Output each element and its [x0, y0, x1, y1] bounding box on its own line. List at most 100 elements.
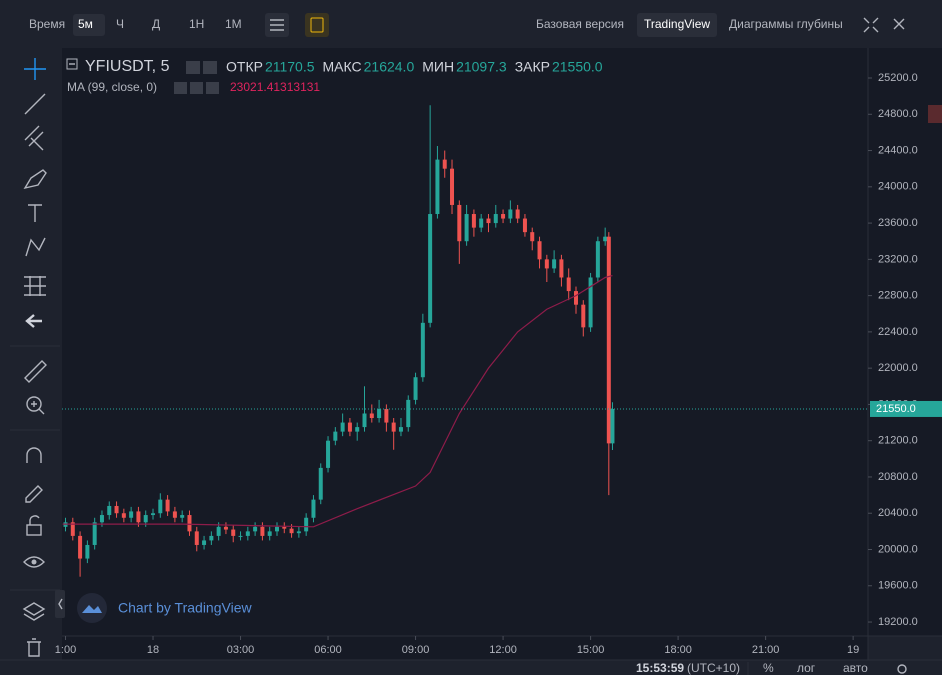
- y-tick-label: 25200.0: [878, 72, 918, 84]
- collapse-legend[interactable]: [66, 58, 78, 70]
- legend-icon[interactable]: [186, 61, 200, 74]
- y-tick-label: 24000.0: [878, 181, 918, 193]
- candle-body: [202, 540, 207, 545]
- candle-body: [114, 505, 119, 514]
- candle-body: [165, 499, 170, 512]
- price-axis: [868, 48, 942, 636]
- candle-body: [129, 511, 134, 518]
- candle-body: [588, 277, 593, 328]
- x-tick-label: 1:00: [55, 644, 76, 656]
- candle-body: [253, 526, 258, 532]
- ruler-tool[interactable]: [24, 360, 47, 383]
- candle-body: [267, 531, 272, 536]
- y-tick-label: 23200.0: [878, 253, 918, 265]
- legend-icon[interactable]: [203, 61, 217, 74]
- visibility-tool[interactable]: [23, 556, 45, 568]
- candle-body: [282, 526, 287, 529]
- legend-icon[interactable]: [174, 82, 187, 94]
- candle-body: [530, 232, 535, 242]
- x-tick-label: 09:00: [402, 644, 430, 656]
- candle-body: [391, 422, 396, 432]
- magnet-tool[interactable]: [26, 447, 42, 463]
- brush-tool[interactable]: [23, 169, 47, 190]
- auto-toggle[interactable]: авто: [843, 661, 868, 675]
- timezone[interactable]: (UTC+10): [687, 661, 740, 675]
- interval-button[interactable]: 1Н: [189, 17, 204, 31]
- ohlc-value: 21624.0: [364, 59, 415, 75]
- settings-icon: [270, 19, 284, 31]
- prediction-tool[interactable]: [24, 276, 46, 296]
- interval-button[interactable]: Д: [152, 17, 160, 31]
- watermark[interactable]: Chart by TradingView: [118, 600, 252, 616]
- pattern-tool[interactable]: [25, 237, 46, 257]
- candle-body: [450, 168, 455, 205]
- candle-body: [92, 522, 97, 545]
- view-tab[interactable]: TradingView: [644, 17, 710, 31]
- candle-body: [289, 528, 294, 534]
- candle-body: [369, 413, 374, 419]
- x-tick-label: 03:00: [227, 644, 255, 656]
- candle-body: [70, 522, 75, 536]
- text-tool[interactable]: [28, 204, 42, 222]
- settings-gear[interactable]: [897, 664, 907, 674]
- candle-body: [464, 214, 469, 242]
- interval-button[interactable]: 1М: [225, 17, 242, 31]
- view-tab[interactable]: Базовая версия: [536, 17, 624, 31]
- log-toggle[interactable]: лог: [797, 661, 816, 675]
- x-tick-label: 06:00: [314, 644, 342, 656]
- plot: 19200.0 19600.0 20000.0 20400.0 20800.0 21200…: [55, 72, 942, 656]
- interval-button[interactable]: Ч: [116, 17, 124, 31]
- candle-body: [231, 529, 236, 536]
- fullscreen-button[interactable]: [863, 17, 879, 33]
- y-tick-label: 20400.0: [878, 507, 918, 519]
- drawing-toolbar: [10, 58, 65, 657]
- candle-body: [326, 440, 331, 468]
- candle-body: [508, 209, 513, 219]
- crosshair-tool[interactable]: [24, 58, 46, 80]
- indicators-icon: [310, 17, 324, 33]
- view-tab[interactable]: Диаграммы глубины: [729, 17, 843, 31]
- candle-body: [406, 399, 411, 428]
- candle-body: [377, 408, 382, 419]
- candle-body: [340, 422, 345, 432]
- candle-body: [318, 467, 323, 500]
- collapse-button[interactable]: [55, 590, 65, 618]
- x-tick-label: 21:00: [752, 644, 780, 656]
- candle-body: [581, 304, 586, 328]
- candle-body: [442, 159, 447, 169]
- candle-body: [333, 431, 338, 441]
- percent-toggle[interactable]: %: [763, 661, 774, 675]
- candle-body: [158, 499, 163, 514]
- fib-tool[interactable]: [24, 125, 44, 151]
- layers-tool[interactable]: [22, 602, 46, 621]
- candle-body: [172, 511, 177, 518]
- y-tick-label: 19600.0: [878, 580, 918, 592]
- candle-body: [296, 531, 301, 534]
- delete-tool[interactable]: [27, 638, 41, 657]
- candle-body: [486, 218, 491, 224]
- line-tool[interactable]: [24, 93, 46, 115]
- ohlc-value: 21097.3: [456, 59, 507, 75]
- x-tick-label: 15:00: [577, 644, 605, 656]
- interval-button[interactable]: 5м: [78, 17, 93, 31]
- ohlc-value: 21550.0: [552, 59, 603, 75]
- candle-body: [187, 515, 192, 532]
- legend-icon[interactable]: [190, 82, 203, 94]
- candle-body: [260, 526, 265, 536]
- close-button[interactable]: [893, 18, 905, 30]
- candle-body: [355, 427, 360, 432]
- back-tool[interactable]: [25, 314, 42, 328]
- candle-body: [428, 214, 433, 323]
- y-tick-label: 23600.0: [878, 217, 918, 229]
- candle-body: [501, 214, 506, 219]
- candle-body: [398, 427, 403, 432]
- lock-draw-tool[interactable]: [25, 485, 43, 503]
- legend-icon[interactable]: [206, 82, 219, 94]
- zoom-tool[interactable]: [26, 396, 42, 412]
- y-tick-label: 19200.0: [878, 616, 918, 628]
- lock-tool[interactable]: [26, 524, 42, 536]
- ma-value: 23021.41313131: [230, 80, 320, 94]
- ohlc-label: ЗАКР: [515, 59, 550, 75]
- indicators-button[interactable]: [305, 13, 329, 37]
